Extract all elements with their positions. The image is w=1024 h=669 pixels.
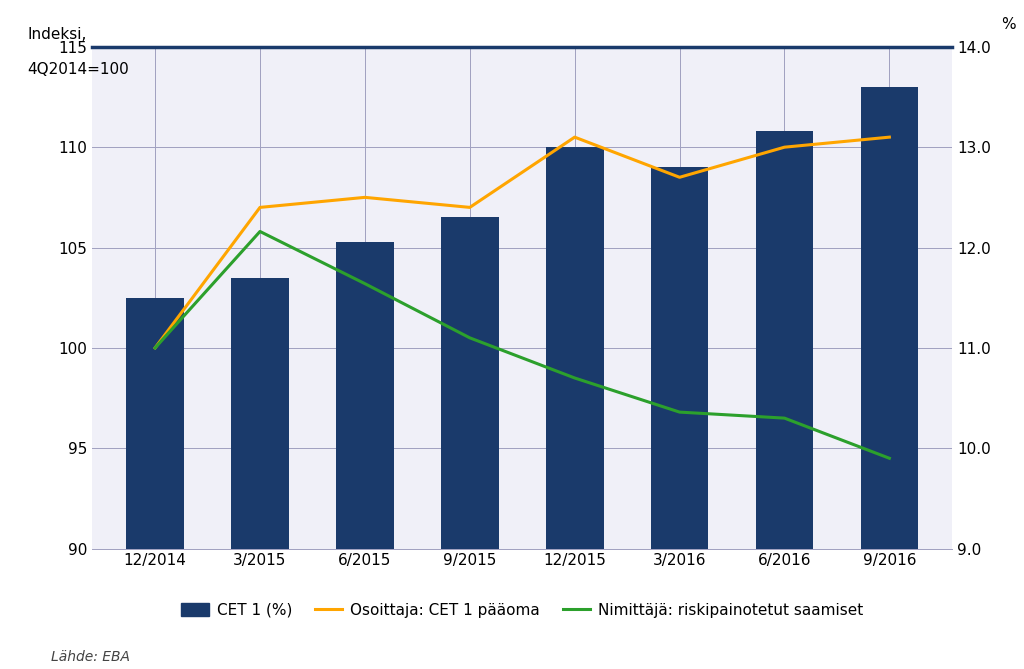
Bar <box>441 217 499 669</box>
Bar <box>231 278 289 669</box>
Nimittäjä: riskipainotetut saamiset: (5, 10.4): riskipainotetut saamiset: (5, 10.4) <box>674 408 686 416</box>
Bar <box>650 167 709 669</box>
Text: 4Q2014=100: 4Q2014=100 <box>28 62 129 77</box>
Nimittäjä: riskipainotetut saamiset: (2, 11.6): riskipainotetut saamiset: (2, 11.6) <box>358 280 371 288</box>
Text: Lähde: EBA: Lähde: EBA <box>51 650 130 664</box>
Nimittäjä: riskipainotetut saamiset: (4, 10.7): riskipainotetut saamiset: (4, 10.7) <box>568 374 581 382</box>
Nimittäjä: riskipainotetut saamiset: (0, 11): riskipainotetut saamiset: (0, 11) <box>148 344 161 352</box>
Bar <box>860 87 919 669</box>
Osoittaja: CET 1 pääoma: (6, 13): CET 1 pääoma: (6, 13) <box>778 143 791 151</box>
Osoittaja: CET 1 pääoma: (5, 12.7): CET 1 pääoma: (5, 12.7) <box>674 173 686 181</box>
Bar <box>546 147 603 669</box>
Osoittaja: CET 1 pääoma: (4, 13.1): CET 1 pääoma: (4, 13.1) <box>568 133 581 141</box>
Line: Nimittäjä: riskipainotetut saamiset: Nimittäjä: riskipainotetut saamiset <box>155 231 890 458</box>
Nimittäjä: riskipainotetut saamiset: (3, 11.1): riskipainotetut saamiset: (3, 11.1) <box>464 334 476 342</box>
Line: Osoittaja: CET 1 pääoma: Osoittaja: CET 1 pääoma <box>155 137 890 348</box>
Nimittäjä: riskipainotetut saamiset: (6, 10.3): riskipainotetut saamiset: (6, 10.3) <box>778 414 791 422</box>
Bar <box>126 298 184 669</box>
Nimittäjä: riskipainotetut saamiset: (7, 9.9): riskipainotetut saamiset: (7, 9.9) <box>884 454 896 462</box>
Osoittaja: CET 1 pääoma: (1, 12.4): CET 1 pääoma: (1, 12.4) <box>254 203 266 211</box>
Legend: CET 1 (%), Osoittaja: CET 1 pääoma, Nimittäjä: riskipainotetut saamiset: CET 1 (%), Osoittaja: CET 1 pääoma, Nimi… <box>175 597 869 624</box>
Nimittäjä: riskipainotetut saamiset: (1, 12.2): riskipainotetut saamiset: (1, 12.2) <box>254 227 266 235</box>
Bar <box>336 242 394 669</box>
Osoittaja: CET 1 pääoma: (0, 11): CET 1 pääoma: (0, 11) <box>148 344 161 352</box>
Osoittaja: CET 1 pääoma: (7, 13.1): CET 1 pääoma: (7, 13.1) <box>884 133 896 141</box>
Text: Indeksi,: Indeksi, <box>28 27 87 41</box>
Y-axis label: %: % <box>1000 17 1016 31</box>
Bar <box>756 131 813 669</box>
Osoittaja: CET 1 pääoma: (2, 12.5): CET 1 pääoma: (2, 12.5) <box>358 193 371 201</box>
Osoittaja: CET 1 pääoma: (3, 12.4): CET 1 pääoma: (3, 12.4) <box>464 203 476 211</box>
